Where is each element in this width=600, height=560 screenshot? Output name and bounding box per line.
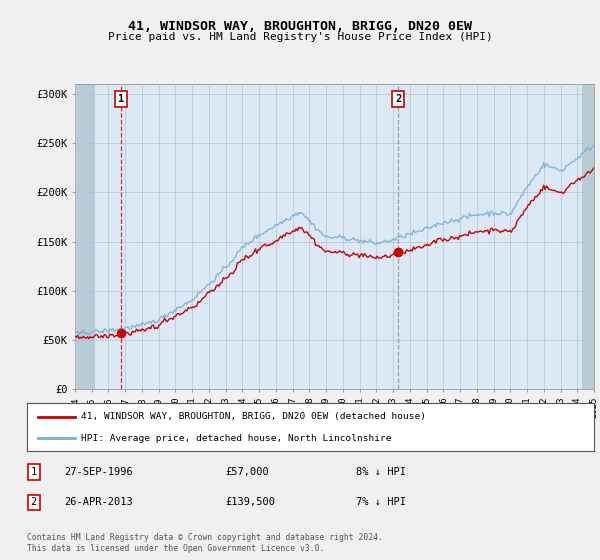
Text: 2: 2 [395,94,401,104]
Text: Price paid vs. HM Land Registry's House Price Index (HPI): Price paid vs. HM Land Registry's House … [107,32,493,43]
Text: 1: 1 [118,94,124,104]
Text: Contains HM Land Registry data © Crown copyright and database right 2024.
This d: Contains HM Land Registry data © Crown c… [27,533,383,553]
Text: HPI: Average price, detached house, North Lincolnshire: HPI: Average price, detached house, Nort… [81,434,391,443]
Text: 27-SEP-1996: 27-SEP-1996 [64,466,133,477]
Text: 26-APR-2013: 26-APR-2013 [64,497,133,507]
Text: 41, WINDSOR WAY, BROUGHTON, BRIGG, DN20 0EW: 41, WINDSOR WAY, BROUGHTON, BRIGG, DN20 … [128,20,472,32]
Text: 7% ↓ HPI: 7% ↓ HPI [356,497,406,507]
Text: 1: 1 [31,466,37,477]
Text: £57,000: £57,000 [226,466,269,477]
Text: 2: 2 [31,497,37,507]
Text: 41, WINDSOR WAY, BROUGHTON, BRIGG, DN20 0EW (detached house): 41, WINDSOR WAY, BROUGHTON, BRIGG, DN20 … [81,412,426,421]
Text: £139,500: £139,500 [226,497,275,507]
Text: 8% ↓ HPI: 8% ↓ HPI [356,466,406,477]
